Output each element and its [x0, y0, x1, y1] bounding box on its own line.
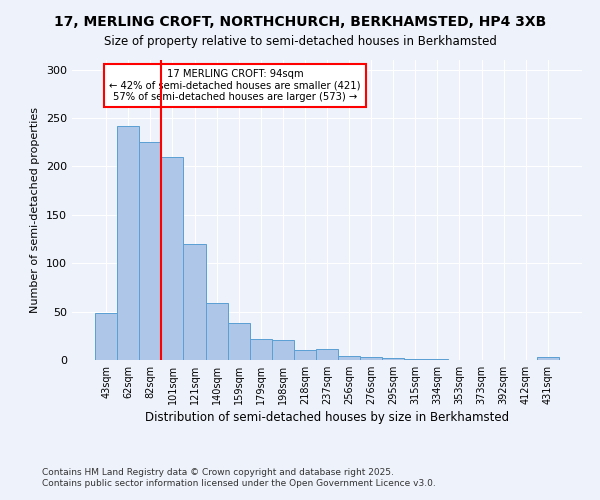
Bar — [227, 323, 250, 360]
Y-axis label: Number of semi-detached properties: Number of semi-detached properties — [31, 107, 40, 313]
Bar — [360, 357, 382, 360]
Bar — [117, 126, 139, 360]
Bar — [250, 338, 272, 360]
Bar — [95, 312, 117, 360]
Bar — [316, 350, 338, 360]
Bar — [382, 358, 404, 360]
Text: Size of property relative to semi-detached houses in Berkhamsted: Size of property relative to semi-detach… — [104, 35, 496, 48]
Bar — [139, 142, 161, 360]
Text: 17, MERLING CROFT, NORTHCHURCH, BERKHAMSTED, HP4 3XB: 17, MERLING CROFT, NORTHCHURCH, BERKHAMS… — [54, 15, 546, 29]
Text: Contains HM Land Registry data © Crown copyright and database right 2025.
Contai: Contains HM Land Registry data © Crown c… — [42, 468, 436, 487]
X-axis label: Distribution of semi-detached houses by size in Berkhamsted: Distribution of semi-detached houses by … — [145, 411, 509, 424]
Bar — [404, 359, 427, 360]
Text: 17 MERLING CROFT: 94sqm
← 42% of semi-detached houses are smaller (421)
57% of s: 17 MERLING CROFT: 94sqm ← 42% of semi-de… — [109, 69, 361, 102]
Bar — [338, 356, 360, 360]
Bar — [206, 303, 227, 360]
Bar — [161, 157, 184, 360]
Bar — [427, 359, 448, 360]
Bar — [294, 350, 316, 360]
Bar — [272, 340, 294, 360]
Bar — [537, 357, 559, 360]
Bar — [184, 244, 206, 360]
